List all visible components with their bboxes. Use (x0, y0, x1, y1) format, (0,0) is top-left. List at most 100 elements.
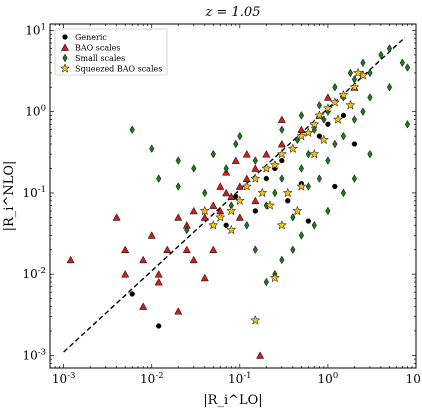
point-bao-scales (235, 182, 244, 190)
point-generic (279, 157, 285, 164)
legend-marker (62, 53, 68, 63)
point-small-scales (311, 125, 317, 134)
point-squeezed-bao-scales (250, 315, 261, 325)
point-small-scales (386, 82, 393, 92)
point-bao-scales (66, 255, 75, 264)
point-small-scales (351, 115, 358, 124)
point-bao-scales (121, 270, 130, 278)
point-squeezed-bao-scales (241, 181, 252, 191)
point-squeezed-bao-scales (318, 134, 329, 145)
point-generic (351, 141, 358, 147)
x-tick-label: 100 (318, 371, 339, 386)
point-small-scales (272, 188, 278, 198)
point-squeezed-bao-scales (208, 219, 219, 230)
point-squeezed-bao-scales (303, 127, 314, 138)
point-small-scales (279, 174, 285, 183)
point-squeezed-bao-scales (257, 187, 268, 198)
point-bao-scales (242, 150, 251, 158)
point-small-scales (340, 131, 347, 141)
point-small-scales (367, 93, 373, 102)
point-squeezed-bao-scales (250, 173, 261, 183)
point-bao-scales (277, 139, 286, 148)
point-bao-scales (251, 164, 260, 172)
legend-label: Small scales (75, 54, 125, 63)
legend-box (54, 28, 168, 76)
y-tick-label: 10-2 (22, 266, 46, 281)
point-small-scales (311, 220, 317, 230)
point-generic (316, 133, 323, 139)
point-bao-scales (163, 245, 172, 254)
point-small-scales (386, 44, 393, 53)
point-small-scales (263, 277, 269, 287)
point-small-scales (351, 174, 358, 183)
x-tick-label: 101 (406, 371, 422, 386)
point-small-scales (316, 174, 322, 183)
point-small-scales (316, 100, 322, 110)
y-tick-label: 101 (25, 22, 46, 37)
point-bao-scales (216, 182, 225, 190)
point-bao-scales (154, 277, 163, 286)
point-small-scales (404, 119, 411, 129)
point-generic (156, 323, 162, 329)
point-small-scales (184, 225, 190, 235)
point-small-scales (298, 164, 304, 173)
point-small-scales (325, 206, 331, 216)
point-bao-scales (139, 255, 148, 264)
point-bao-scales (256, 351, 265, 359)
point-bao-scales (121, 245, 130, 254)
point-small-scales (305, 182, 311, 191)
legend-label: BAO scales (75, 44, 121, 53)
point-squeezed-bao-scales (349, 81, 360, 92)
point-small-scales (298, 111, 304, 120)
point-squeezed-bao-scales (287, 143, 298, 154)
point-bao-scales (174, 307, 183, 315)
point-squeezed-bao-scales (264, 200, 276, 210)
point-squeezed-bao-scales (282, 187, 293, 198)
point-small-scales (367, 68, 373, 78)
point-squeezed-bao-scales (199, 205, 210, 216)
y-tick-label: 10-3 (22, 347, 46, 362)
point-bao-scales (209, 201, 218, 209)
y-tick-label: 100 (25, 104, 46, 119)
x-axis-ticks: 10-3 10-2 10-1 100 101 (49, 24, 422, 386)
point-small-scales (156, 174, 162, 183)
point-small-scales (252, 156, 258, 165)
point-bao-scales (222, 188, 231, 197)
point-bao-scales (189, 255, 198, 264)
point-squeezed-bao-scales (296, 181, 307, 191)
point-small-scales (404, 63, 411, 72)
point-small-scales (252, 245, 258, 254)
point-generic (285, 198, 291, 204)
point-generic (263, 175, 269, 182)
point-bao-scales (189, 206, 198, 215)
point-squeezed-bao-scales (309, 118, 320, 129)
point-small-scales (279, 125, 285, 134)
point-small-scales (347, 68, 353, 78)
point-bao-scales (200, 213, 209, 221)
point-squeezed-bao-scales (338, 89, 349, 100)
point-squeezed-bao-scales (332, 114, 344, 124)
point-small-scales (325, 156, 331, 165)
point-small-scales (175, 156, 181, 165)
x-axis-label: |R_i^LO| (203, 393, 262, 408)
x-tick-label: 10-2 (140, 371, 164, 386)
point-small-scales (202, 188, 208, 198)
y-tick-label: 10-1 (22, 185, 46, 200)
x-tick-label: 10-1 (228, 371, 252, 386)
point-small-scales (399, 58, 405, 68)
point-small-scales (332, 82, 338, 92)
point-small-scales (279, 255, 285, 265)
point-squeezed-bao-scales (226, 224, 237, 235)
legend-label: Squeezed BAO scales (75, 65, 162, 74)
point-squeezed-bao-scales (292, 205, 303, 216)
point-small-scales (149, 144, 155, 154)
point-small-scales (233, 139, 239, 149)
point-small-scales (129, 125, 135, 134)
point-small-scales (360, 107, 366, 116)
point-squeezed-bao-scales (269, 159, 280, 170)
point-small-scales (175, 182, 181, 191)
point-bao-scales (139, 302, 148, 310)
point-generic (223, 222, 229, 228)
point-squeezed-bao-scales (269, 272, 280, 283)
